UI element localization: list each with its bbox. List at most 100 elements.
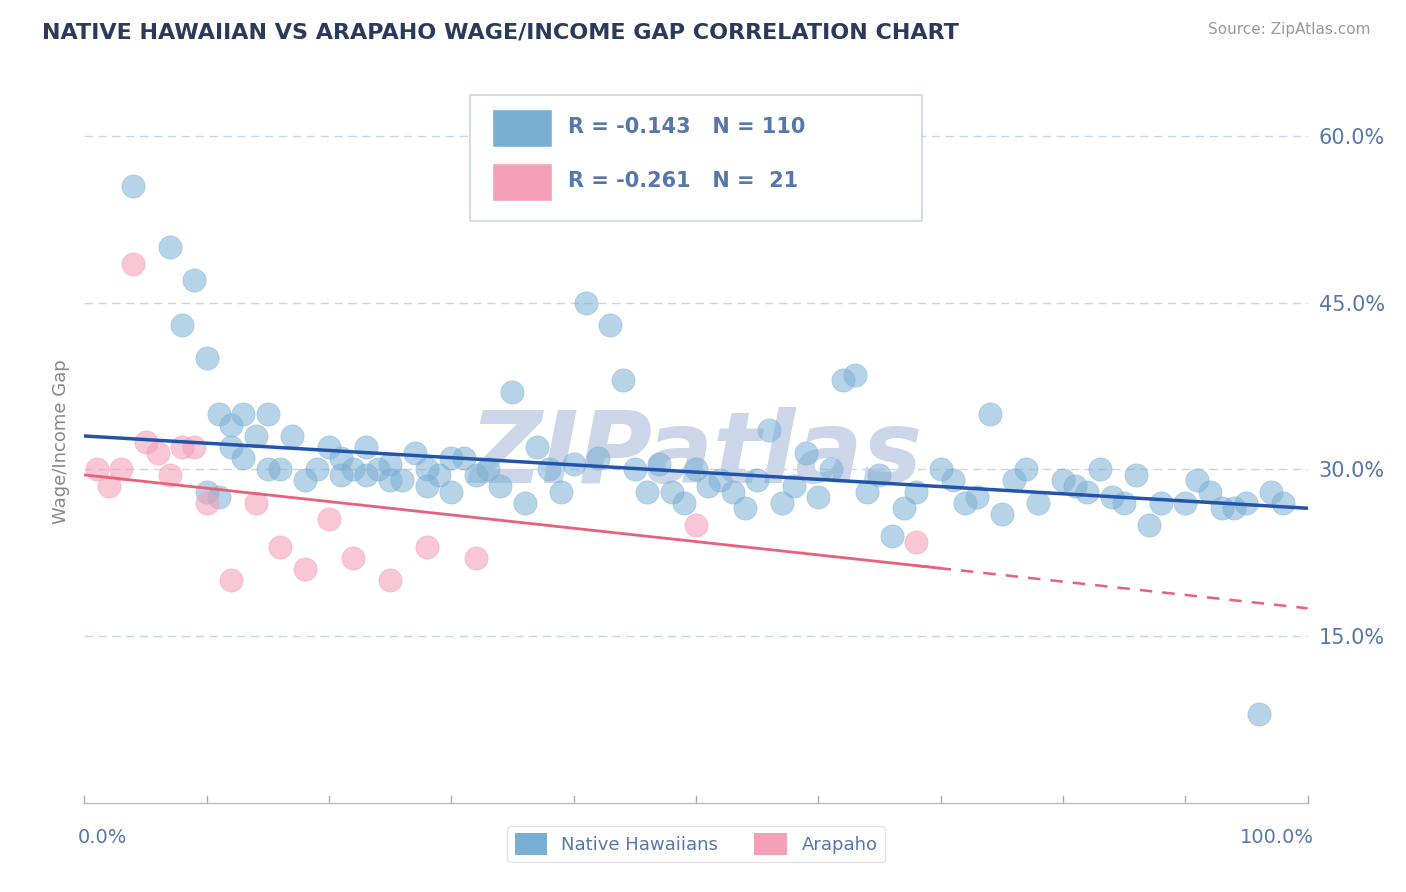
Point xyxy=(219,574,242,588)
Point xyxy=(612,373,634,387)
Point xyxy=(391,474,413,488)
Point xyxy=(86,462,108,476)
Point xyxy=(1211,501,1233,516)
Point xyxy=(1114,496,1136,510)
Point xyxy=(599,318,621,332)
Point xyxy=(685,517,707,532)
Point xyxy=(453,451,475,466)
Point xyxy=(1247,706,1270,721)
Point xyxy=(831,373,853,387)
Point xyxy=(905,534,928,549)
Point xyxy=(232,451,254,466)
Point xyxy=(97,479,120,493)
Point xyxy=(1236,496,1258,510)
Point xyxy=(893,501,915,516)
Point xyxy=(464,467,486,482)
Point xyxy=(172,440,194,454)
FancyBboxPatch shape xyxy=(492,109,551,147)
Y-axis label: Wage/Income Gap: Wage/Income Gap xyxy=(52,359,70,524)
Point xyxy=(586,451,609,466)
Point xyxy=(538,462,561,476)
Point xyxy=(734,501,756,516)
Point xyxy=(562,457,585,471)
Point xyxy=(342,551,364,566)
Point xyxy=(783,479,806,493)
Point xyxy=(979,407,1001,421)
Point xyxy=(294,562,316,576)
Point xyxy=(208,407,231,421)
Point xyxy=(380,474,402,488)
Point xyxy=(257,407,280,421)
FancyBboxPatch shape xyxy=(492,163,551,201)
Point xyxy=(1174,496,1197,510)
Point xyxy=(1198,484,1220,499)
Point xyxy=(807,490,830,504)
Point xyxy=(770,496,793,510)
Point xyxy=(1223,501,1246,516)
Point xyxy=(380,457,402,471)
Point xyxy=(672,496,695,510)
Point xyxy=(856,484,879,499)
Point xyxy=(146,445,169,459)
Point xyxy=(1101,490,1123,504)
Point xyxy=(195,484,218,499)
Point xyxy=(966,490,988,504)
Point xyxy=(342,462,364,476)
Point xyxy=(685,462,707,476)
Point xyxy=(354,467,377,482)
Point xyxy=(1272,496,1295,510)
Point xyxy=(269,540,291,554)
Point xyxy=(305,462,328,476)
Point xyxy=(110,462,132,476)
Point xyxy=(1015,462,1038,476)
Text: 0.0%: 0.0% xyxy=(79,828,128,847)
Point xyxy=(232,407,254,421)
Point xyxy=(427,467,450,482)
Point xyxy=(905,484,928,499)
Text: R = -0.261   N =  21: R = -0.261 N = 21 xyxy=(568,171,797,192)
Point xyxy=(416,462,439,476)
Legend: Native Hawaiians, Arapaho: Native Hawaiians, Arapaho xyxy=(508,826,884,863)
Point xyxy=(1125,467,1147,482)
Point xyxy=(477,462,499,476)
Point xyxy=(416,479,439,493)
Point xyxy=(318,512,340,526)
Point xyxy=(844,368,866,382)
Point xyxy=(758,424,780,438)
Point xyxy=(953,496,976,510)
Point xyxy=(208,490,231,504)
Point xyxy=(183,273,205,287)
Point xyxy=(183,440,205,454)
Point xyxy=(624,462,647,476)
Point xyxy=(269,462,291,476)
Point xyxy=(929,462,952,476)
Point xyxy=(880,529,903,543)
Point xyxy=(1002,474,1025,488)
Point xyxy=(354,440,377,454)
Point xyxy=(636,484,658,499)
Point xyxy=(794,445,817,459)
Point xyxy=(513,496,536,510)
Point xyxy=(464,551,486,566)
Point xyxy=(697,479,720,493)
Point xyxy=(1137,517,1160,532)
Point xyxy=(159,240,181,254)
Point xyxy=(550,484,572,499)
Text: R = -0.143   N = 110: R = -0.143 N = 110 xyxy=(568,117,804,137)
Point xyxy=(747,474,769,488)
Point xyxy=(330,467,353,482)
Point xyxy=(721,484,744,499)
Text: Source: ZipAtlas.com: Source: ZipAtlas.com xyxy=(1208,22,1371,37)
Point xyxy=(820,462,842,476)
FancyBboxPatch shape xyxy=(470,95,922,221)
Point xyxy=(330,451,353,466)
Point xyxy=(294,474,316,488)
Point xyxy=(122,178,145,193)
Point xyxy=(648,457,671,471)
Point xyxy=(318,440,340,454)
Point xyxy=(942,474,965,488)
Point xyxy=(489,479,512,493)
Point xyxy=(1052,474,1074,488)
Point xyxy=(1064,479,1087,493)
Point xyxy=(195,351,218,366)
